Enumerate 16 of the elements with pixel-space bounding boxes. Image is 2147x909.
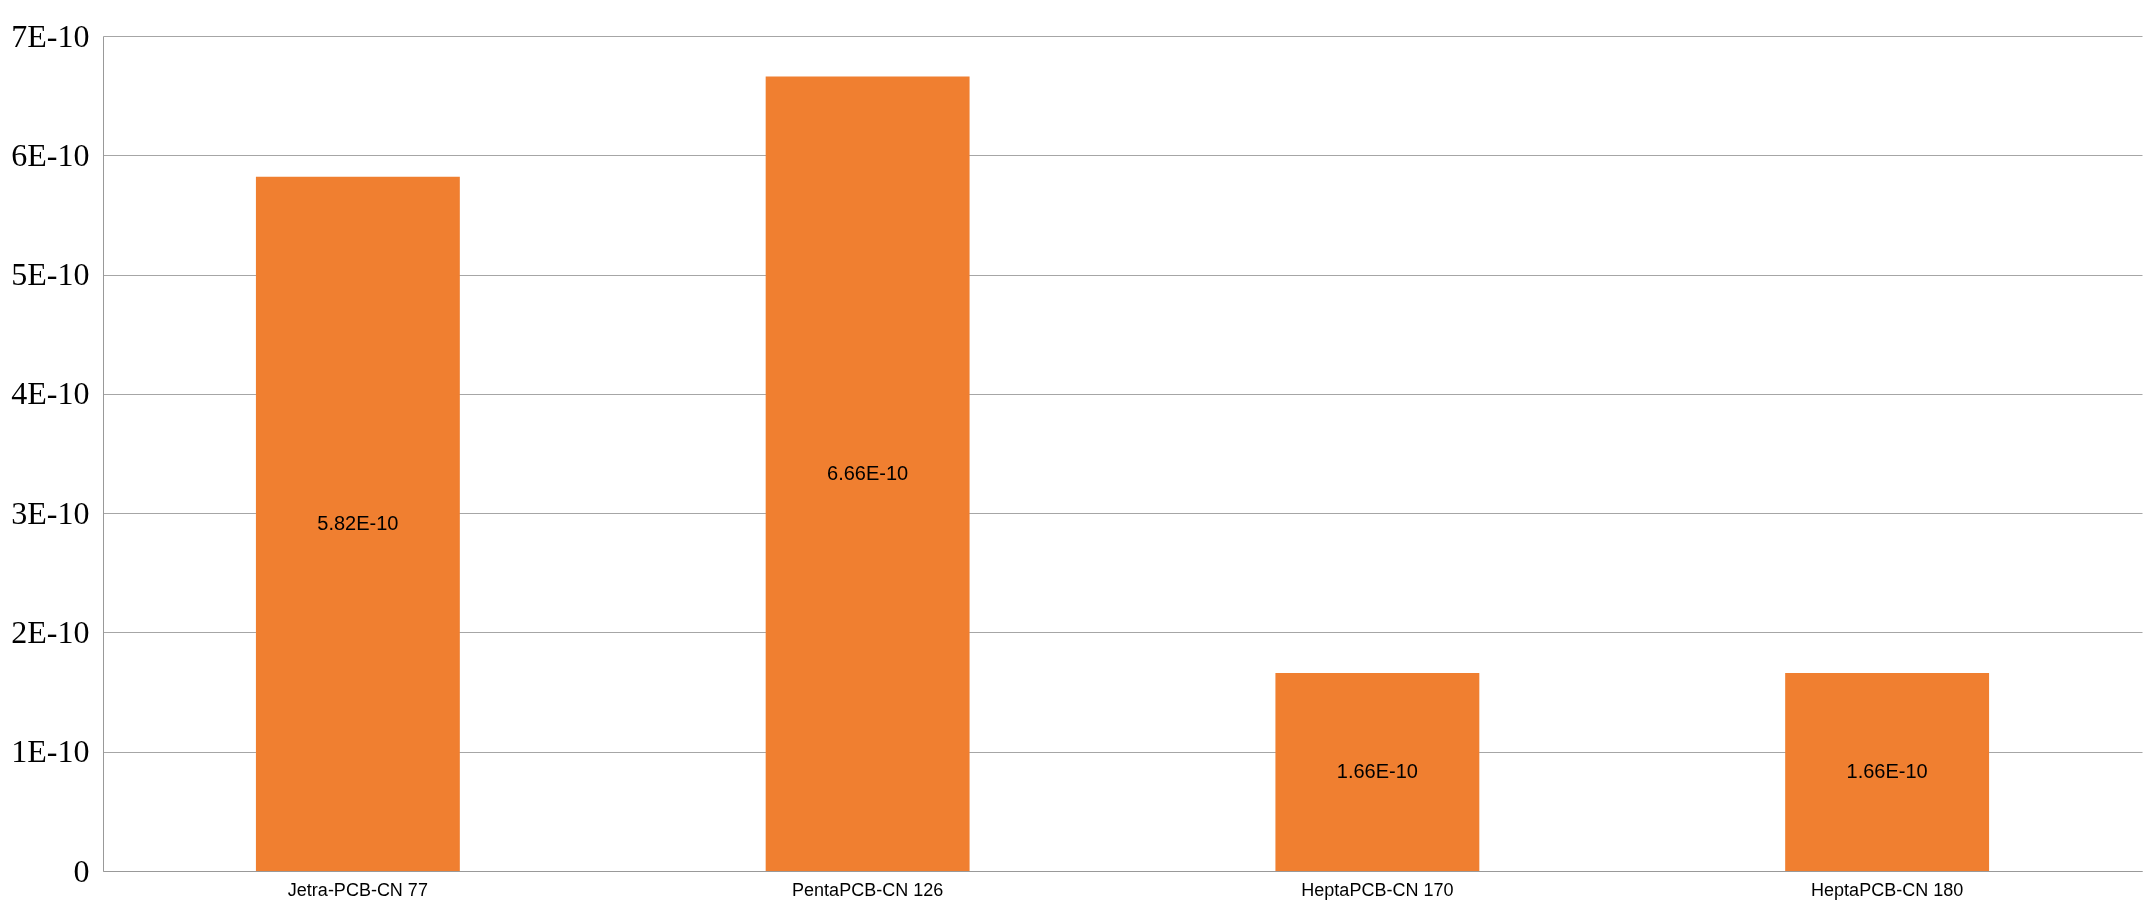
x-tick-label: HeptaPCB-CN 180 <box>1811 879 1964 900</box>
y-tick-label: 4E-10 <box>11 375 90 412</box>
data-label: 6.66E-10 <box>827 461 909 484</box>
x-tick-label: PentaPCB-CN 126 <box>792 879 944 900</box>
y-tick-label: 2E-10 <box>11 613 90 650</box>
data-label: 5.82E-10 <box>317 511 399 534</box>
data-label: 1.66E-10 <box>1846 759 1928 782</box>
y-tick-label: 1E-10 <box>11 733 90 770</box>
x-tick-label: HeptaPCB-CN 170 <box>1301 879 1454 900</box>
data-label: 1.66E-10 <box>1336 759 1418 782</box>
y-tick-label: 5E-10 <box>11 256 90 293</box>
y-tick-label: 3E-10 <box>11 494 90 531</box>
y-tick-label: 0 <box>73 852 90 889</box>
y-tick-label: 6E-10 <box>11 136 90 173</box>
x-tick-label: Jetra-PCB-CN 77 <box>287 879 428 900</box>
y-tick-label: 7E-10 <box>11 17 90 54</box>
